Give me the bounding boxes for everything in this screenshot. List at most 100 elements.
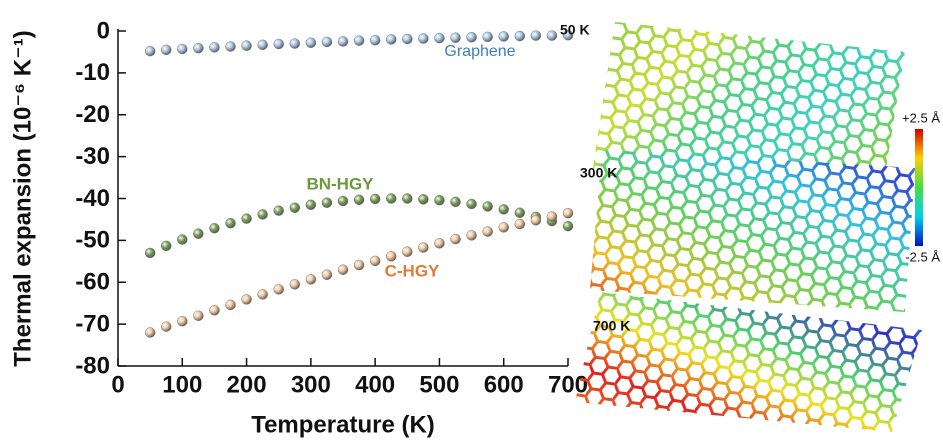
data-point: [161, 241, 171, 251]
data-point: [209, 42, 219, 52]
series-label: C-HGY: [385, 261, 440, 280]
data-point: [354, 260, 364, 270]
data-point: [258, 289, 268, 299]
y-tick-label: -80: [75, 352, 110, 379]
data-point: [499, 222, 509, 232]
data-point: [434, 33, 444, 43]
data-point: [515, 219, 525, 229]
data-point: [161, 45, 171, 55]
data-point: [467, 32, 477, 42]
x-axis-title: Temperature (K): [251, 411, 435, 438]
lattice-700k: [575, 292, 922, 432]
series-label: BN-HGY: [306, 174, 374, 193]
data-point: [290, 279, 300, 289]
data-point: [193, 311, 203, 321]
data-point: [177, 316, 187, 326]
y-tick-label: -30: [75, 143, 110, 170]
colorbar-max: +2.5 Å: [902, 110, 940, 125]
figure: 0-10-20-30-40-50-60-70-80010020030040050…: [0, 0, 943, 441]
y-tick-label: -70: [75, 310, 110, 337]
data-point: [563, 208, 573, 218]
lattice-300k: [590, 150, 915, 312]
x-tick-label: 200: [227, 371, 267, 398]
data-point: [322, 198, 332, 208]
data-point: [386, 194, 396, 204]
data-point: [145, 248, 155, 258]
data-point: [242, 41, 252, 51]
data-point: [467, 199, 477, 209]
data-point: [451, 234, 461, 244]
data-point: [418, 194, 428, 204]
data-point: [402, 247, 412, 257]
panel-label: 50 K: [560, 22, 590, 38]
data-point: [161, 322, 171, 332]
structure-panels: 50 K 300 K 700 K +2.5 Å -2.5 Å: [560, 22, 940, 432]
data-point: [370, 35, 380, 45]
data-point: [193, 229, 203, 239]
data-point: [483, 32, 493, 42]
data-point: [370, 256, 380, 266]
data-point: [402, 34, 412, 44]
data-point: [290, 39, 300, 49]
y-tick-label: -10: [75, 59, 110, 86]
data-point: [531, 31, 541, 41]
data-point: [242, 214, 252, 224]
data-point: [258, 209, 268, 219]
data-point: [258, 40, 268, 50]
data-point: [451, 197, 461, 207]
colorbar: [915, 129, 923, 246]
x-tick-label: 500: [419, 371, 459, 398]
data-point: [418, 34, 428, 44]
data-point: [547, 31, 557, 41]
data-point: [563, 221, 573, 231]
y-tick-label: -20: [75, 101, 110, 128]
data-point: [434, 238, 444, 248]
lattice-images: [575, 22, 922, 432]
data-point: [226, 218, 236, 228]
data-point: [177, 235, 187, 245]
data-point: [434, 195, 444, 205]
data-point: [306, 200, 316, 210]
data-point: [322, 37, 332, 47]
data-point: [338, 196, 348, 206]
data-point: [531, 215, 541, 225]
x-tick-label: 0: [111, 371, 124, 398]
panel-label: 700 K: [593, 318, 630, 334]
x-tick-label: 100: [162, 371, 202, 398]
data-point: [209, 305, 219, 315]
data-point: [209, 223, 219, 233]
data-point: [354, 195, 364, 205]
data-point: [306, 38, 316, 48]
series-label: Graphene: [444, 43, 515, 60]
data-point: [145, 46, 155, 56]
data-point: [499, 31, 509, 41]
data-point: [467, 230, 477, 240]
data-point: [386, 251, 396, 261]
y-tick-label: -60: [75, 269, 110, 296]
data-point: [483, 227, 493, 237]
data-point: [386, 34, 396, 44]
data-point: [402, 194, 412, 204]
data-point: [290, 203, 300, 213]
data-point: [483, 201, 493, 211]
data-point: [451, 33, 461, 43]
y-tick-label: -40: [75, 185, 110, 212]
data-point: [242, 294, 252, 304]
data-point: [322, 270, 332, 280]
panel-label: 300 K: [580, 165, 617, 181]
data-point: [547, 212, 557, 222]
data-point: [354, 36, 364, 46]
y-axis-title: Thermal expansion (10⁻⁶ K⁻¹): [9, 30, 36, 366]
data-point: [418, 242, 428, 252]
data-point: [338, 265, 348, 275]
data-point: [145, 328, 155, 338]
y-tick-label: 0: [97, 17, 110, 44]
y-tick-label: -50: [75, 227, 110, 254]
x-tick-label: 400: [355, 371, 395, 398]
data-point: [226, 41, 236, 51]
colorbar-min: -2.5 Å: [905, 249, 940, 264]
data-point: [193, 43, 203, 53]
data-point: [338, 36, 348, 46]
data-point: [274, 284, 284, 294]
data-point: [370, 194, 380, 204]
